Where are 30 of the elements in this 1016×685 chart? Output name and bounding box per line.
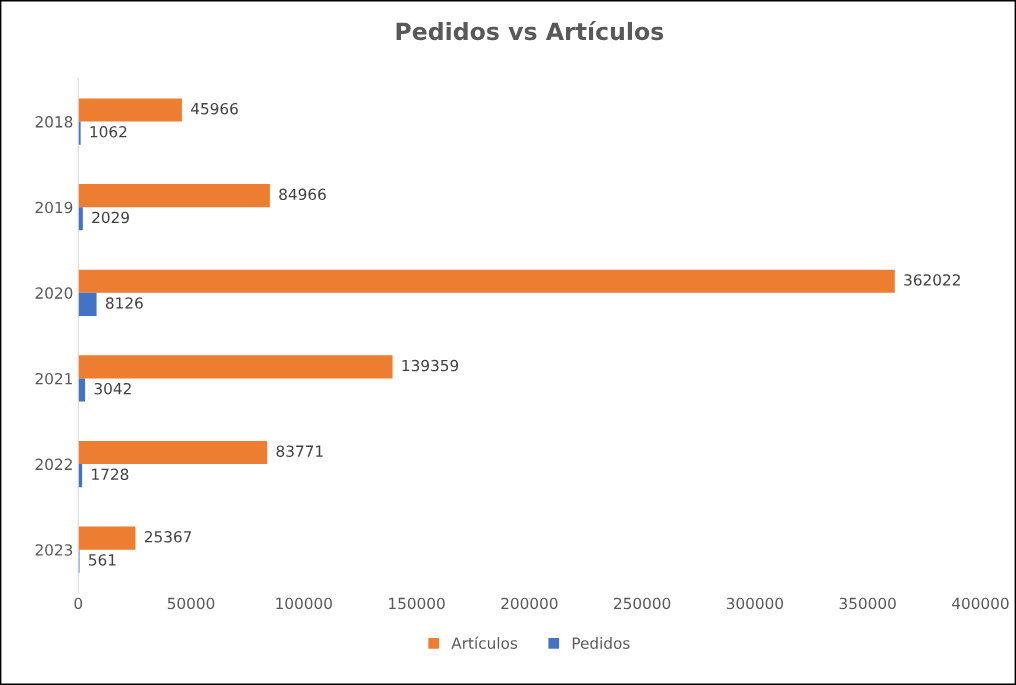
- data-label: 2029: [92, 211, 129, 224]
- x-tick-label: 300000: [726, 597, 784, 610]
- data-label: 561: [89, 554, 116, 566]
- x-tick-label: 50000: [167, 597, 215, 610]
- data-label: 25367: [144, 531, 192, 543]
- x-tick-label: 200000: [501, 597, 558, 610]
- data-label: 84966: [279, 188, 326, 201]
- data-label: 1062: [90, 126, 127, 138]
- legend-label: Artículos: [451, 636, 518, 649]
- data-label: 362022: [904, 274, 960, 286]
- x-tick-label: 250000: [614, 597, 671, 610]
- legend-label: Pedidos: [572, 637, 630, 649]
- data-label: 8126: [105, 297, 143, 309]
- x-tick-label: 400000: [952, 597, 1009, 610]
- data-label: 45966: [190, 102, 238, 115]
- y-tick-label: 2023: [35, 544, 73, 556]
- y-tick-label: 2022: [35, 458, 72, 471]
- y-tick-label: 2021: [35, 372, 72, 385]
- x-tick-label: 100000: [276, 597, 332, 610]
- chart-title: Pedidos vs Artículos: [396, 21, 664, 41]
- x-tick-label: 150000: [389, 597, 445, 610]
- y-tick-label: 2019: [35, 201, 73, 214]
- x-tick-label: 0: [74, 597, 83, 610]
- data-label: 1728: [92, 468, 129, 481]
- data-label: 139359: [402, 359, 459, 372]
- y-tick-label: 2018: [35, 116, 73, 128]
- y-tick-label: 2020: [35, 287, 73, 299]
- data-label: 3042: [94, 382, 131, 395]
- data-label: 83771: [276, 445, 323, 457]
- x-tick-label: 350000: [839, 597, 896, 610]
